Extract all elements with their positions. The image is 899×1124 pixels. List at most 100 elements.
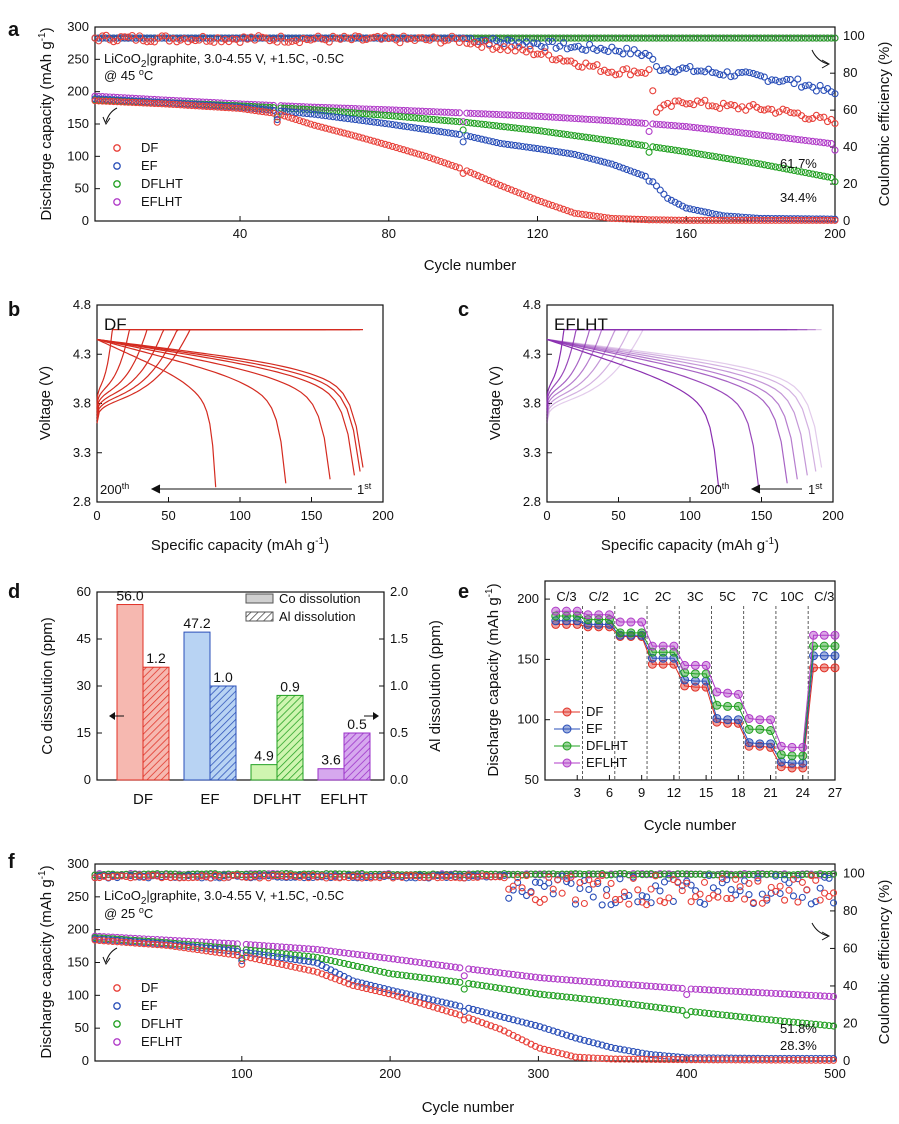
discharge-curve (96, 338, 361, 472)
rate-point-dflht (561, 611, 571, 621)
x-tick-label: 200 (372, 508, 394, 523)
ce-point-df (563, 57, 571, 65)
capacity-point-dflht (574, 132, 582, 140)
capacity-point-df (511, 187, 519, 195)
ce-point-dflht (623, 34, 631, 42)
ce-point-ef (723, 68, 731, 76)
ce-point-df (322, 36, 330, 44)
capacity-point-eflht (358, 951, 366, 959)
ce-point-df (615, 70, 623, 78)
capacity-point-df (451, 1010, 459, 1018)
capacity-point-eflht (385, 954, 393, 962)
capacity-point-ef (552, 147, 560, 156)
ce-point-dflht (754, 870, 762, 878)
capacity-point-dflht (552, 129, 560, 137)
capacity-point-df (251, 955, 259, 963)
capacity-point-dflht (496, 122, 504, 130)
capacity-point-eflht (749, 988, 757, 996)
capacity-point-df (162, 100, 170, 108)
capacity-point-eflht (478, 110, 486, 118)
ce-point-dflht (827, 34, 835, 42)
rate-point-ef (583, 619, 593, 629)
ce-point-ef (173, 34, 181, 42)
capacity-point-eflht (772, 989, 780, 998)
capacity-point-eflht (500, 111, 508, 119)
bar-al-eflht (343, 732, 371, 781)
ce-point-dflht (797, 34, 806, 42)
y-tick-label: 150 (67, 116, 89, 131)
ce-point-df (478, 872, 486, 880)
capacity-point-ef (278, 954, 286, 962)
ce-point-dflht (522, 34, 530, 42)
capacity-point-df (288, 114, 296, 122)
capacity-point-dflht (827, 174, 835, 182)
capacity-point-eflht (682, 123, 690, 131)
capacity-point-df (664, 216, 672, 224)
capacity-point-dflht (708, 152, 716, 160)
ce-point-dflht (578, 34, 586, 42)
ce-point-df (98, 32, 106, 40)
capacity-point-df (548, 201, 556, 210)
capacity-point-dflht (603, 997, 611, 1005)
ce-point-dflht (576, 870, 584, 878)
rate-point-dflht (594, 615, 604, 625)
ce-point-df (438, 873, 446, 881)
capacity-point-ef (634, 170, 642, 178)
ce-point-dflht (545, 870, 553, 878)
ce-point-dflht (783, 34, 791, 42)
capacity-point-df (611, 1055, 620, 1063)
capacity-point-ef (269, 106, 278, 114)
capacity-point-ef (693, 206, 701, 214)
ce-point-df (287, 871, 295, 879)
capacity-point-ef (429, 127, 437, 135)
ce-point-ef (682, 64, 690, 72)
y2-tick-label: 20 (843, 176, 857, 191)
rate-point-eflht (626, 617, 636, 627)
capacity-point-eflht (467, 109, 475, 117)
ce-point-ef (545, 37, 553, 46)
capacity-point-dflht (775, 164, 783, 172)
rate-point-eflht (798, 742, 808, 752)
capacity-point-eflht (262, 101, 270, 109)
ce-point-dflht (696, 870, 704, 878)
rate-point-eflht (658, 641, 668, 651)
capacity-point-ef (455, 130, 463, 138)
ce-point-ef (742, 68, 750, 76)
capacity-point-eflht (407, 107, 415, 115)
capacity-point-df (485, 177, 493, 185)
capacity-point-df (758, 1056, 766, 1064)
ce-point-ef (191, 34, 199, 42)
ce-point-ef (225, 34, 233, 42)
ce-point-df (407, 34, 415, 43)
capacity-point-dflht (541, 127, 549, 136)
capacity-point-ef (433, 127, 441, 135)
capacity-point-eflht (603, 979, 611, 987)
y-tick-label: 0 (82, 1053, 89, 1068)
ce-point-df (442, 872, 451, 880)
ce-point-df (277, 32, 285, 40)
capacity-point-dflht (781, 1017, 789, 1025)
capacity-point-df (723, 216, 731, 224)
capacity-point-df (586, 211, 594, 219)
capacity-point-ef (541, 146, 549, 154)
y2-tick-label: 2.0 (390, 584, 408, 599)
capacity-point-df (515, 189, 523, 197)
ce-point-df (638, 68, 646, 77)
panel-c-label: c (458, 299, 469, 321)
capacity-point-dflht (327, 956, 335, 965)
capacity-point-ef (256, 950, 264, 959)
ce-point-df (292, 36, 300, 45)
capacity-point-eflht (678, 122, 687, 130)
ce-point-df (485, 41, 493, 49)
capacity-point-ef (563, 149, 571, 157)
ce-point-df (493, 43, 501, 52)
capacity-point-eflht (411, 107, 419, 115)
legend-label-dflht: DFLHT (586, 738, 628, 753)
capacity-point-ef (456, 1002, 464, 1010)
capacity-point-ef (392, 121, 400, 129)
capacity-point-dflht (322, 107, 330, 115)
rate-point-ef (733, 715, 743, 725)
capacity-point-eflht (712, 126, 720, 134)
capacity-point-ef (374, 118, 382, 127)
y2-tick-label: 80 (843, 903, 857, 918)
